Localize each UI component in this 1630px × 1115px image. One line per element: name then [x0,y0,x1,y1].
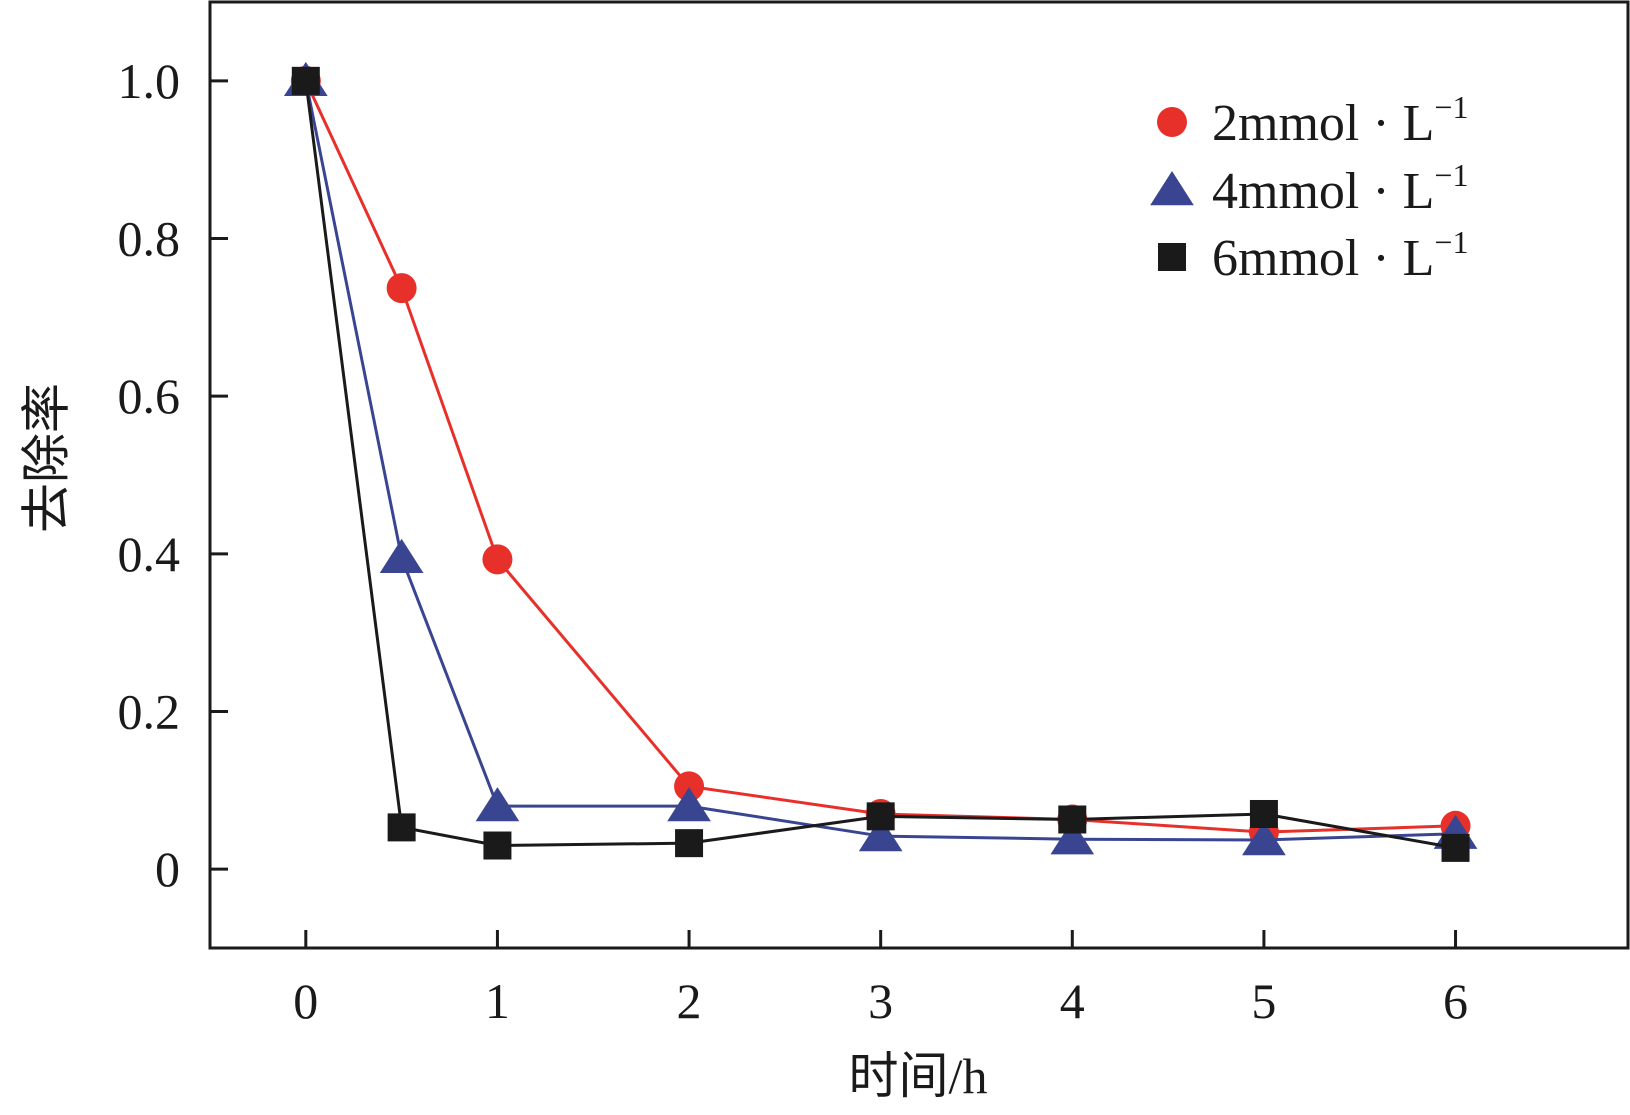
data-point [475,787,520,822]
legend-item: 6mmol · L−1 [1158,224,1468,287]
data-point [674,771,705,802]
data-point [1058,805,1087,834]
x-tick-label: 0 [293,973,318,1029]
data-point [387,813,416,842]
data-point [1249,799,1278,828]
data-point [858,817,903,852]
y-axis-label: 去除率 [18,383,74,533]
x-tick-label: 3 [868,973,893,1029]
data-point [1441,833,1470,862]
x-tick-label: 2 [677,973,702,1029]
legend-label: 2mmol · L−1 [1212,89,1468,152]
data-point [482,544,513,575]
y-tick-label: 0.4 [118,526,181,582]
data-point [1242,820,1286,856]
legend-marker [1157,107,1187,137]
legend-item: 4mmol · L−1 [1150,157,1468,220]
legend-label-superscript: −1 [1434,89,1468,125]
legend-label-text: 2mmol · L [1212,95,1434,152]
legend-label: 4mmol · L−1 [1212,157,1468,220]
legend-marker [1150,171,1194,206]
y-tick-label: 0.2 [118,684,181,740]
y-tick-label: 0.8 [118,211,181,267]
legend-label-superscript: −1 [1434,157,1468,193]
data-point [386,273,417,304]
x-tick-label: 5 [1251,973,1276,1029]
data-point [379,538,424,573]
series-line [304,80,1456,834]
y-tick-label: 0.6 [118,368,181,424]
data-point [667,787,711,822]
data-series [283,61,1478,862]
y-tick-label: 0 [155,841,180,897]
x-tick-label: 6 [1443,973,1468,1029]
legend-marker [1158,243,1186,271]
plot-frame [208,0,1630,950]
data-point [483,831,512,860]
x-axis-label: 时间/h [849,1048,988,1104]
series-line [304,80,1456,850]
legend-label-text: 4mmol · L [1212,163,1434,220]
x-tick-label: 1 [485,973,510,1029]
data-point [866,802,895,831]
legend-label-superscript: −1 [1434,224,1468,260]
data-point [675,829,704,858]
legend-label: 6mmol · L−1 [1212,224,1468,287]
data-point [1050,820,1095,855]
data-point [291,66,320,95]
y-tick-label: 1.0 [118,53,181,109]
x-tick-label: 4 [1060,973,1085,1029]
axis-ticks: 0 1 2 3 4 5 6 0 0.2 0.4 0.6 0.8 1.0 [118,53,1469,1029]
series-square [291,66,1470,862]
series-line [304,80,1456,842]
y-axis-label-group: 去除率 [18,383,74,533]
legend-item: 2mmol · L−1 [1157,89,1468,152]
legend-label-text: 6mmol · L [1212,230,1434,287]
